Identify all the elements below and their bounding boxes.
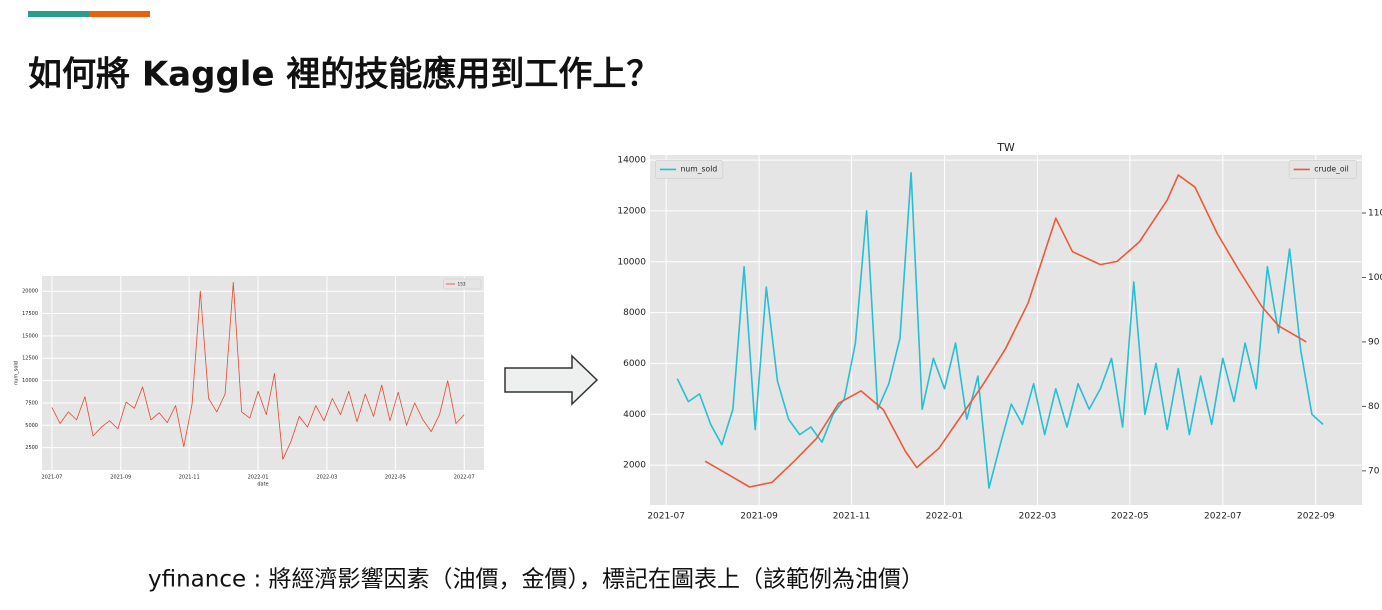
y-tick-label: 12500 <box>22 356 38 362</box>
y-tick-label: 10000 <box>22 378 38 384</box>
y-tick-label: 14000 <box>617 156 646 166</box>
x-axis-label: date <box>257 482 268 488</box>
y-tick-label: 4000 <box>623 410 646 420</box>
y-tick-label: 5000 <box>25 423 38 429</box>
y-tick-label: 20000 <box>22 289 38 295</box>
y-tick-label: 10000 <box>617 257 646 267</box>
y-tick-label: 8000 <box>623 308 646 318</box>
arrow <box>504 354 599 406</box>
legend-box <box>1288 160 1357 179</box>
legend-label: 153 <box>458 282 466 288</box>
x-tick-label: 2021-07 <box>647 512 685 522</box>
x-tick-label: 2022-07 <box>1204 512 1242 522</box>
x-tick-label: 2021-09 <box>110 475 131 481</box>
chart-title: TW <box>996 141 1015 154</box>
x-tick-label: 2022-01 <box>248 475 269 481</box>
y2-tick-label: 110 <box>1368 209 1382 219</box>
x-tick-label: 2022-09 <box>1297 512 1335 522</box>
y2-tick-label: 70 <box>1368 466 1380 476</box>
y-axis-label: num_sold <box>14 361 20 385</box>
slide-title: 如何將 Kaggle 裡的技能應用到工作上？ <box>28 55 660 95</box>
legend-label: crude_oil <box>1314 164 1348 173</box>
y-tick-label: 7500 <box>25 400 38 406</box>
y2-tick-label: 80 <box>1368 402 1380 412</box>
x-tick-label: 2022-05 <box>1111 512 1149 522</box>
accent-bar <box>28 11 89 17</box>
legend-label: num_sold <box>681 164 718 173</box>
x-tick-label: 2021-11 <box>833 512 871 522</box>
series-line <box>676 172 1324 489</box>
y-tick-label: 2500 <box>25 445 38 451</box>
caption: yfinance : 將經濟影響因素（油價，金價），標記在圖表上（該範例為油價） <box>148 567 924 593</box>
x-tick-label: 2022-05 <box>385 475 406 481</box>
y-tick-label: 15000 <box>22 333 38 339</box>
y2-tick-label: 100 <box>1368 273 1382 283</box>
accent-bar <box>89 11 150 17</box>
x-tick-label: 2022-03 <box>316 475 337 481</box>
series-line <box>704 174 1307 488</box>
legend-box <box>443 278 482 290</box>
x-tick-label: 2022-03 <box>1019 512 1057 522</box>
y2-tick-label: 90 <box>1368 337 1380 347</box>
y-tick-label: 12000 <box>617 206 646 216</box>
y-tick-label: 6000 <box>623 359 646 369</box>
plot-background <box>42 276 484 470</box>
x-tick-label: 2022-01 <box>926 512 964 522</box>
series-line <box>51 281 465 460</box>
x-tick-label: 2022-07 <box>454 475 475 481</box>
x-tick-label: 2021-09 <box>740 512 778 522</box>
y-tick-label: 17500 <box>22 311 38 317</box>
y-tick-label: 2000 <box>623 461 646 471</box>
x-tick-label: 2021-07 <box>41 475 62 481</box>
legend-box <box>655 160 724 179</box>
x-tick-label: 2021-11 <box>179 475 200 481</box>
plot-background <box>650 155 1362 505</box>
